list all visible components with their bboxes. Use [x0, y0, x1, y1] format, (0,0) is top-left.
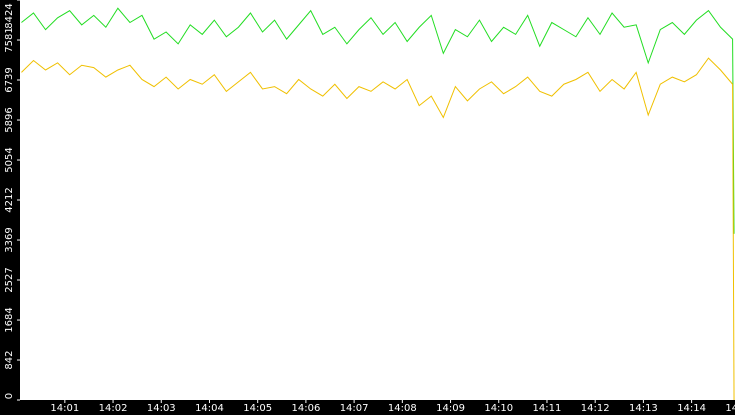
y-tick-label: 4212 — [4, 187, 15, 212]
y-tick-label: 0 — [4, 393, 15, 399]
x-tick-label: 14:01 — [50, 403, 79, 414]
x-tick-label: 14:04 — [195, 403, 224, 414]
y-tick-label: 2527 — [4, 267, 15, 292]
x-tick-label: 14:05 — [243, 403, 272, 414]
x-tick-label: 14:12 — [581, 403, 610, 414]
series-line — [21, 57, 735, 401]
x-tick-label: 14:08 — [388, 403, 417, 414]
y-tick-label: 6739 — [4, 67, 15, 92]
y-tick-label: 7581 — [4, 27, 15, 52]
x-tick-label: 14:02 — [99, 403, 128, 414]
y-tick-label: 5054 — [4, 147, 15, 172]
x-tick-label: 14:03 — [147, 403, 176, 414]
series-line — [21, 7, 735, 234]
y-tick-label: 1684 — [4, 307, 15, 332]
x-tick-label: 14:14 — [677, 403, 706, 414]
x-tick-label: 14:15 — [725, 403, 735, 414]
y-tick-label: 3369 — [4, 227, 15, 252]
x-tick-label: 14:11 — [533, 403, 562, 414]
x-tick-label: 14:13 — [629, 403, 658, 414]
x-tick-label: 14:10 — [484, 403, 513, 414]
plot-area — [20, 0, 735, 400]
x-tick-label: 14:06 — [291, 403, 320, 414]
x-tick-label: 14:09 — [436, 403, 465, 414]
x-tick-label: 14:07 — [340, 403, 369, 414]
y-tick-label: 5896 — [4, 107, 15, 132]
y-tick-label: 842 — [4, 350, 15, 369]
y-tick-label: 8424 — [4, 3, 15, 28]
